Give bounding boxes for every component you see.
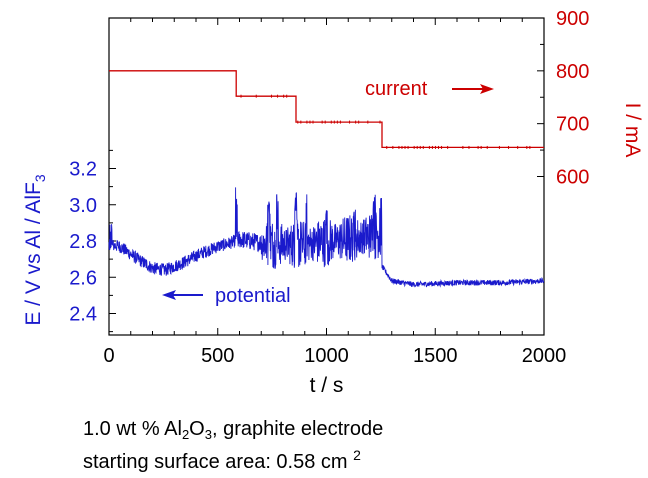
y-left-tick-label: 2.8 — [69, 231, 97, 253]
y-left-tick-label: 2.4 — [69, 304, 97, 326]
potential-arrow-head — [162, 290, 176, 300]
caption-line-2: starting surface area: 0.58 cm 2 — [83, 447, 361, 473]
series-layer — [108, 70, 545, 288]
y-right-tick-label: 800 — [556, 61, 589, 83]
y-left-tick-label: 3.2 — [69, 159, 97, 181]
current-series-line — [109, 70, 544, 149]
annotation-layer: current potential — [162, 78, 494, 307]
y-left-tick-label: 2.6 — [69, 267, 97, 289]
right-axis-ticks: 600 700 800 900 — [537, 8, 589, 189]
y-right-tick-label: 700 — [556, 114, 589, 136]
current-arrow-head — [480, 84, 494, 94]
y-left-axis-label: E / V vs Al / AlF3 — [22, 174, 48, 326]
x-tick-label: 2000 — [522, 345, 567, 367]
x-axis-ticks: 0 500 1000 1500 2000 — [103, 18, 566, 367]
left-axis-ticks: 2.4 2.6 2.8 3.0 3.2 — [69, 149, 116, 333]
x-tick-label: 0 — [103, 345, 114, 367]
x-axis-label: t / s — [310, 374, 344, 397]
y-right-tick-label: 900 — [556, 8, 589, 30]
x-tick-label: 1500 — [413, 345, 458, 367]
caption-line-1: 1.0 wt % Al2O3, graphite electrode — [83, 418, 384, 442]
chart: 0 500 1000 1500 2000 2.4 2.6 2.8 3.0 3.2 600 700 8… — [22, 8, 644, 397]
potential-annotation-label: potential — [215, 285, 291, 307]
y-right-axis-label: I / mA — [621, 103, 644, 158]
potential-series-line — [108, 187, 545, 288]
plot-frame — [108, 17, 545, 336]
current-annotation-label: current — [365, 78, 428, 100]
y-right-tick-label: 600 — [556, 167, 589, 189]
x-tick-label: 1000 — [304, 345, 349, 367]
x-tick-label: 500 — [201, 345, 234, 367]
y-left-tick-label: 3.0 — [69, 195, 97, 217]
